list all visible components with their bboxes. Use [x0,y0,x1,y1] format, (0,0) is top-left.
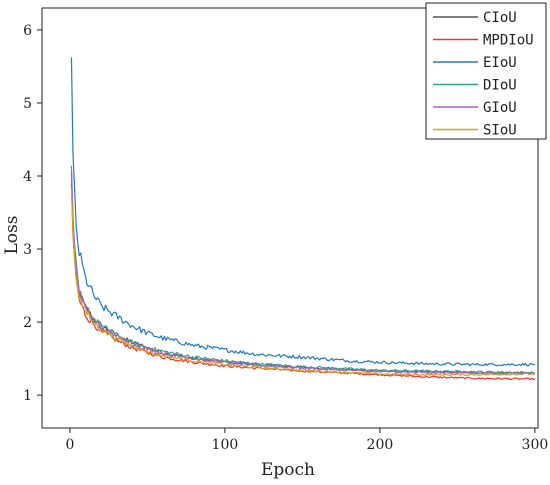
y-axis-title: Loss [2,216,22,255]
y-tick-label: 1 [23,388,32,404]
legend-box [425,2,547,140]
axis-layer: 0 100 200 300 1 2 3 4 5 6 [23,23,548,453]
legend-label-diou: DIoU [483,78,517,94]
series-line-eiou [70,57,535,367]
series-line-ciou [70,172,535,375]
legend-items: CIoU MPDIoU EIoU DIoU GIoU SIoU [433,10,534,139]
y-tick-label: 2 [23,315,32,331]
legend-label-giou: GIoU [483,100,517,116]
x-tick-label: 300 [522,437,549,453]
series-line-giou [70,165,536,375]
plot-frame [41,7,539,429]
legend-label-mpdiou: MPDIoU [483,33,534,49]
y-tick-label: 6 [23,23,32,39]
x-tick-label: 0 [65,437,74,453]
legend: CIoU MPDIoU EIoU DIoU GIoU SIoU [425,2,547,140]
legend-label-ciou: CIoU [483,10,517,26]
x-axis-title: Epoch [261,460,315,480]
y-tick-label: 4 [23,169,32,185]
series-line-siou [70,188,536,377]
legend-label-siou: SIoU [483,123,517,139]
series-layer [70,57,536,381]
legend-label-eiou: EIoU [483,55,517,71]
x-tick-label: 200 [367,437,394,453]
x-tick-label: 100 [212,437,239,453]
series-line-mpdiou [70,183,536,381]
y-tick-label: 3 [23,242,32,258]
y-tick-label: 5 [23,96,32,112]
